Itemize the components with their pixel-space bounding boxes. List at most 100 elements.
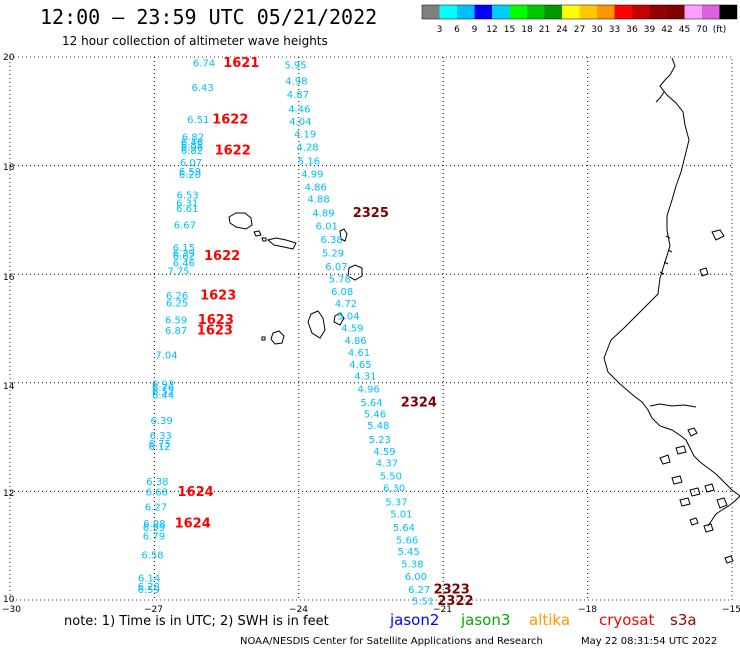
colorbar-label: 36 — [626, 25, 638, 35]
pass-time-label: 1621 — [223, 56, 259, 71]
pass-time-label: 1624 — [178, 485, 214, 500]
wave-height-label: 6.39 — [173, 249, 195, 260]
legend-s3a: s3a — [670, 611, 697, 629]
wave-height-label: 6.25 — [166, 299, 188, 310]
wave-height-label: 6.74 — [193, 59, 215, 70]
colorbar-label: 6 — [454, 25, 460, 35]
wave-height-label: 4.72 — [335, 299, 357, 310]
island-coast-3 — [659, 454, 671, 465]
wave-height-label: 4.04 — [289, 117, 311, 128]
island-coast-7 — [704, 483, 715, 493]
coastline-south — [707, 495, 740, 527]
wave-height-label: 5.66 — [396, 535, 418, 546]
wave-height-label: 6.99 — [143, 523, 165, 534]
wave-height-label: 6.28 — [138, 582, 160, 593]
wave-height-label: 6.30 — [383, 484, 405, 495]
footer-credit: NOAA/NESDIS Center for Satellite Applica… — [240, 636, 543, 647]
island-sal — [339, 228, 348, 242]
wave-height-label: 5.38 — [401, 560, 423, 571]
wave-height-label: 6.59 — [138, 585, 160, 596]
wave-height-label: 4.28 — [296, 143, 318, 154]
wave-height-label: 6.38 — [146, 477, 168, 488]
wave-height-label: 6.27 — [145, 503, 167, 514]
map-subtitle: 12 hour collection of altimeter wave hei… — [62, 34, 328, 48]
wave-height-label: 6.33 — [150, 431, 172, 442]
footer-note: note: 1) Time is in UTC; 2) SWH is in fe… — [64, 614, 329, 629]
colorbar-label: (ft) — [713, 25, 727, 35]
wave-height-label: 4.98 — [285, 76, 307, 87]
wave-height-label: 6.20 — [179, 170, 201, 181]
wave-height-label: 6.76 — [152, 383, 174, 394]
wave-height-label: 6.59 — [179, 167, 201, 178]
wave-height-label: 6.68 — [146, 488, 168, 499]
wave-height-label: 6.35 — [181, 141, 203, 152]
island-bijagos-2 — [675, 445, 687, 455]
pass-time-label: 1623 — [200, 288, 236, 303]
wave-height-label: 7.75 — [167, 267, 189, 278]
wave-height-label: 5.64 — [360, 398, 382, 409]
island-coast-6 — [679, 497, 691, 507]
pass-time-label: 2322 — [437, 594, 473, 609]
wave-height-label: 5.16 — [298, 156, 320, 167]
colorbar-swatch — [667, 5, 685, 19]
pass-time-label: 1622 — [212, 113, 248, 128]
pass-time-label: 1623 — [197, 324, 233, 339]
wave-height-label: 6.26 — [166, 291, 188, 302]
colorbar-label: 45 — [679, 25, 690, 35]
wave-height-label: 6.59 — [165, 315, 187, 326]
island-coast-5 — [689, 487, 701, 497]
colorbar-label: 24 — [556, 25, 568, 35]
colorbar-label: 21 — [539, 25, 550, 35]
wave-height-label: 6.67 — [174, 220, 196, 231]
legend-jason2: jason2 — [389, 611, 439, 629]
island-brava — [261, 336, 266, 341]
wave-height-label: 6.46 — [173, 258, 195, 269]
wave-height-label: 5.46 — [364, 409, 386, 420]
colorbar-label: 33 — [609, 25, 620, 35]
wave-height-label: 4.87 — [287, 90, 309, 101]
colorbar-swatch — [614, 5, 632, 19]
cape-verde-islands — [228, 212, 363, 345]
colorbar-label: 42 — [661, 25, 672, 35]
colorbar-label: 3 — [437, 25, 443, 35]
wave-height-label: 5.95 — [284, 61, 306, 72]
wave-height-label: 6.14 — [138, 573, 160, 584]
gambia-river — [649, 403, 697, 408]
wave-height-label: 6.82 — [181, 146, 203, 157]
wave-height-label: 6.07 — [180, 158, 202, 169]
pass-time-label: 2323 — [434, 583, 470, 598]
wave-height-label: 4.61 — [348, 348, 370, 359]
wave-height-label: 6.07 — [325, 262, 347, 273]
wave-height-label: 4.88 — [308, 194, 330, 205]
colorbar-label: 39 — [644, 25, 656, 35]
wave-height-label: 4.59 — [341, 324, 363, 335]
wave-height-label: 6.31 — [176, 199, 198, 210]
colorbar-label: 18 — [521, 25, 533, 35]
y-tick-label: 14 — [3, 382, 15, 392]
coastline — [603, 57, 740, 497]
island-bijagos-1 — [687, 427, 698, 437]
wave-height-label: 6.46 — [181, 137, 203, 148]
wave-height-label: 4.99 — [301, 169, 323, 180]
colorbar-label: 70 — [696, 25, 708, 35]
coast-inlet — [655, 91, 665, 103]
wave-height-label: 5.04 — [337, 312, 359, 323]
colorbar-swatch — [579, 5, 597, 19]
wave-height-label: 5.50 — [380, 472, 402, 483]
wave-height-label: 4.19 — [294, 130, 316, 141]
wave-height-label: 6.43 — [192, 83, 214, 94]
colorbar-swatch — [457, 5, 475, 19]
island-fogo — [270, 330, 285, 345]
pass-time-label: 1623 — [198, 313, 234, 328]
footer-timestamp: May 22 08:31:54 UTC 2022 — [581, 636, 717, 647]
wave-height-label: 4.31 — [354, 371, 376, 382]
wave-height-label: 4.59 — [373, 447, 395, 458]
wave-height-label: 6.53 — [177, 191, 199, 202]
wave-height-label: 6.51 — [187, 115, 209, 126]
map-frame — [9, 56, 733, 601]
colorbar-swatch — [422, 5, 440, 19]
wave-height-label: 6.15 — [173, 243, 195, 254]
wave-height-label: 4.89 — [312, 208, 334, 219]
wave-height-label: 5.48 — [367, 421, 389, 432]
